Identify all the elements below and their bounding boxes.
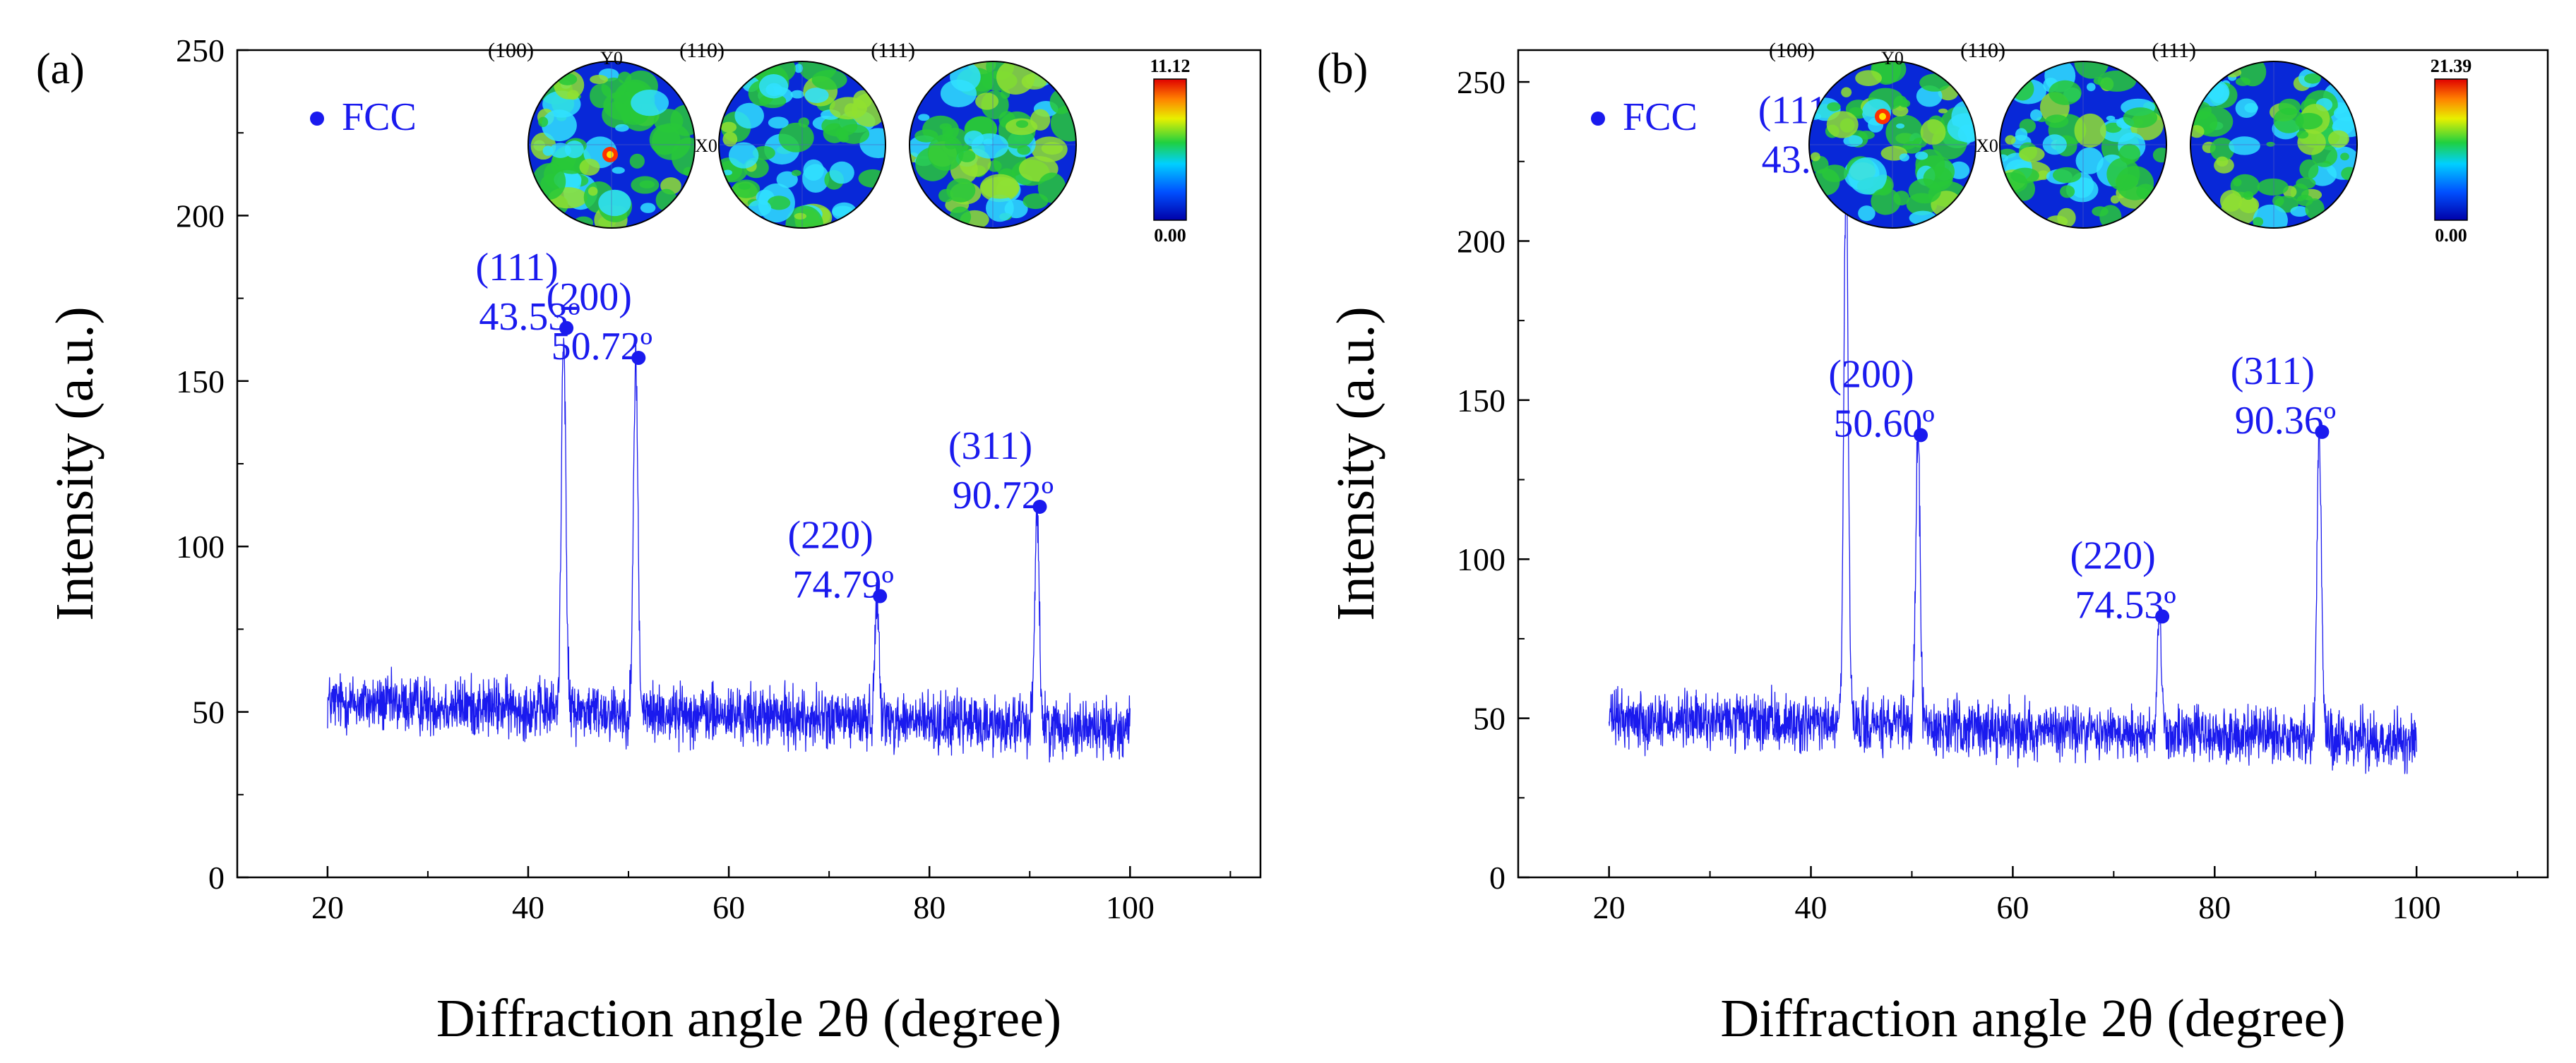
x-tick-label: 20 [311, 889, 344, 925]
series-line-fcc [327, 337, 1131, 763]
colorbar [1153, 78, 1187, 221]
peak-angle-label: 50.72º [551, 325, 652, 368]
peak-hkl-label: (220) [788, 514, 873, 558]
peak-hkl-label: (200) [547, 275, 632, 319]
peak-marker [2155, 609, 2170, 624]
peak-angle-label: 74.79º [793, 563, 894, 607]
y-tick-label: 150 [1457, 383, 1505, 419]
x-tick-label: 80 [2198, 889, 2231, 925]
colorbar-min-label: 0.00 [2435, 225, 2467, 246]
chart-panel-a: 20 40 60 80 100 0 50 100 150 200 250 Diffraction an… [36, 32, 1262, 1048]
pole-axis-label-y: Y0 [1881, 48, 1904, 68]
peak-hkl-label: (111) [476, 246, 559, 289]
panel-label: (b) [1317, 45, 1368, 93]
pole-figure-label: (100) [1769, 39, 1815, 62]
pole-figure [910, 61, 1076, 228]
y-axis-label: Intensity (a.u.) [45, 306, 105, 620]
y-tick-label: 50 [1473, 701, 1505, 737]
peak-marker [631, 350, 646, 365]
peak-angle-label: 90.36º [2235, 399, 2336, 443]
peak-hkl-label: (200) [1828, 352, 1914, 396]
peak-angle-label: 43.53º [479, 295, 580, 339]
peak-marker [1914, 428, 1928, 443]
colorbar-max-label: 21.39 [2431, 56, 2472, 76]
x-tick-label: 100 [2392, 889, 2441, 925]
peak-marker [2315, 424, 2330, 439]
legend-label: FCC [342, 95, 417, 139]
pole-figure [2000, 61, 2166, 228]
pole-figure-inset: (100) (110) (111) Y0 X0 11.12 0.00 [488, 39, 1191, 246]
pole-axis-label-y: Y0 [600, 48, 623, 68]
y-tick-label: 100 [1457, 541, 1505, 577]
y-tick-label: 200 [1457, 223, 1505, 259]
pole-axis-label-x: X0 [1976, 136, 1998, 156]
pole-figure [2190, 61, 2357, 228]
plot-frame [1517, 49, 2549, 879]
pole-figure [1809, 61, 1976, 228]
peak-angle-label: 90.72º [953, 474, 1054, 517]
pole-figure-outline [2190, 61, 2358, 229]
x-tick-label: 20 [1593, 889, 1626, 925]
panel-label: (a) [36, 45, 85, 93]
x-tick-label: 40 [512, 889, 544, 925]
x-tick-label: 60 [1996, 889, 2029, 925]
y-tick-label: 250 [1457, 64, 1505, 100]
peak-marker [873, 589, 888, 603]
y-tick-label: 250 [176, 32, 225, 68]
y-tick-label: 50 [192, 695, 225, 731]
peak-hkl-label: (220) [2070, 534, 2155, 577]
colorbar-min-label: 0.00 [1154, 225, 1186, 246]
series-line-fcc [1608, 162, 2417, 774]
legend-marker [1591, 112, 1605, 126]
pole-figure-outline [1808, 61, 1976, 229]
x-axis-label: Diffraction angle 2θ (degree) [1720, 989, 2345, 1048]
pole-figure [528, 61, 695, 228]
pole-figure-inset: (100) (110) (111) Y0 X0 21.39 0.00 [1769, 39, 2471, 246]
pole-figure-label: (111) [871, 39, 915, 62]
pole-axis-label-x: X0 [695, 136, 717, 156]
legend-label: FCC [1623, 95, 1698, 139]
pole-figure-outline [909, 61, 1077, 229]
pole-figure-label: (110) [1960, 39, 2005, 62]
pole-figure [719, 61, 886, 228]
peak-angle-label: 50.60º [1833, 402, 1934, 445]
peak-marker [559, 320, 574, 335]
pole-figure-outline [718, 61, 886, 229]
legend-marker [310, 112, 324, 126]
y-axis-label: Intensity (a.u.) [1326, 306, 1385, 620]
y-tick-label: 0 [1489, 860, 1505, 896]
pole-figure-outline [1999, 61, 2167, 229]
peak-hkl-label: (311) [948, 424, 1032, 468]
chart-panel-b: 20 40 60 80 100 0 50 100 150 200 250 Diffraction an… [1317, 39, 2549, 1048]
pole-figure-label: (100) [488, 39, 534, 62]
y-tick-label: 200 [176, 198, 225, 234]
pole-figure-label: (110) [679, 39, 724, 62]
pole-figure-outline [527, 61, 696, 229]
x-tick-label: 60 [712, 889, 745, 925]
y-tick-label: 100 [176, 529, 225, 565]
pole-figure-label: (111) [2152, 39, 2196, 62]
colorbar [2434, 78, 2468, 221]
peak-marker [1032, 499, 1047, 514]
x-axis-label: Diffraction angle 2θ (degree) [436, 989, 1061, 1048]
colorbar-max-label: 11.12 [1150, 56, 1190, 76]
y-tick-label: 0 [208, 860, 225, 896]
x-tick-label: 40 [1795, 889, 1827, 925]
x-tick-label: 100 [1106, 889, 1155, 925]
y-tick-label: 150 [176, 364, 225, 400]
peak-angle-label: 74.53º [2075, 583, 2176, 627]
peak-hkl-label: (311) [2231, 349, 2315, 393]
x-tick-label: 80 [913, 889, 946, 925]
